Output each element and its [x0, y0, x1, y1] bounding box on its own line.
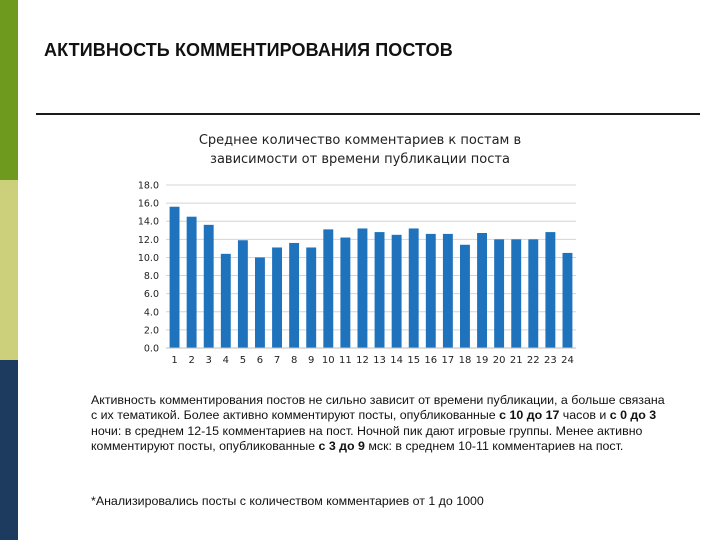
summary-bold-3: с 3 до 9: [318, 438, 365, 453]
x-tick-label: 10: [322, 355, 335, 366]
bar: [255, 257, 265, 348]
x-tick-label: 18: [459, 355, 472, 366]
summary-text-4: мск: в среднем 10-11 комментариев на пос…: [364, 438, 624, 453]
x-tick-label: 20: [493, 355, 506, 366]
summary-text-1: Активность комментирования постов не сил…: [91, 393, 665, 423]
x-tick-label: 5: [240, 355, 246, 366]
bar: [203, 224, 214, 348]
x-tick-label: 1: [171, 355, 177, 366]
y-tick-label: 2.0: [144, 325, 159, 336]
x-tick-label: 2: [188, 355, 194, 366]
bar: [272, 247, 282, 348]
x-tick-label: 16: [424, 355, 437, 366]
bar: [477, 232, 487, 348]
chart-title-line-2: зависимости от времени публикации поста: [210, 152, 510, 167]
x-tick-label: 9: [308, 355, 314, 366]
y-tick-label: 16.0: [138, 199, 159, 210]
bar: [425, 233, 436, 348]
x-tick-label: 13: [373, 355, 386, 366]
summary-bold-1: с 10 до 17: [499, 408, 560, 423]
y-tick-label: 8.0: [144, 271, 159, 282]
x-tick-label: 7: [274, 355, 280, 366]
summary-paragraph: Активность комментирования постов не сил…: [91, 393, 671, 454]
y-tick-label: 10.0: [138, 253, 159, 264]
chart-title-line-1: Среднее количество комментариев к постам…: [198, 133, 522, 148]
bar: [494, 239, 505, 348]
x-tick-label: 15: [407, 355, 420, 366]
bar: [391, 234, 402, 348]
bar: [306, 247, 317, 348]
y-tick-label: 6.0: [144, 289, 159, 300]
x-tick-label: 14: [390, 355, 403, 366]
bar: [528, 239, 539, 348]
y-tick-label: 4.0: [144, 307, 159, 318]
title-divider: [36, 113, 700, 115]
summary-bold-2: с 0 до 3: [609, 408, 657, 423]
bar: [323, 229, 334, 348]
bar: [460, 244, 470, 348]
x-tick-label: 23: [544, 355, 557, 366]
bar: [408, 228, 419, 348]
slide-title: АКТИВНОСТЬ КОММЕНТИРОВАНИЯ ПОСТОВ: [44, 40, 453, 60]
y-tick-label: 0.0: [144, 344, 159, 355]
bar: [442, 233, 453, 348]
y-tick-label: 14.0: [138, 217, 159, 228]
footnote: *Анализировались посты с количеством ком…: [91, 494, 484, 508]
bar: [545, 232, 556, 348]
x-tick-label: 12: [356, 355, 369, 366]
x-tick-label: 19: [476, 355, 489, 366]
chart-title: Среднее количество комментариев к постам…: [160, 131, 560, 169]
bar: [340, 237, 351, 348]
bar: [289, 242, 300, 348]
y-tick-label: 12.0: [138, 235, 159, 246]
x-tick-label: 22: [527, 355, 540, 366]
side-accent-yellow: [0, 180, 18, 360]
bar: [374, 232, 385, 348]
bar: [169, 206, 180, 348]
x-tick-label: 11: [339, 355, 352, 366]
x-tick-label: 24: [561, 355, 574, 366]
bar: [562, 252, 573, 348]
x-tick-label: 21: [510, 355, 523, 366]
x-tick-label: 17: [442, 355, 455, 366]
bar: [357, 228, 368, 348]
x-tick-label: 3: [206, 355, 212, 366]
bar: [186, 216, 197, 348]
summary-text-3: ночи: в среднем 12-15 комментариев на по…: [91, 423, 643, 453]
x-tick-label: 6: [257, 355, 263, 366]
bar: [511, 239, 522, 348]
summary-text-2: часов и: [559, 408, 610, 423]
bar: [237, 240, 248, 348]
y-tick-label: 18.0: [138, 181, 159, 192]
x-tick-label: 8: [291, 355, 297, 366]
side-accent-green: [0, 0, 18, 180]
bar: [220, 253, 231, 348]
side-accent-navy: [0, 360, 18, 540]
x-tick-label: 4: [223, 355, 229, 366]
